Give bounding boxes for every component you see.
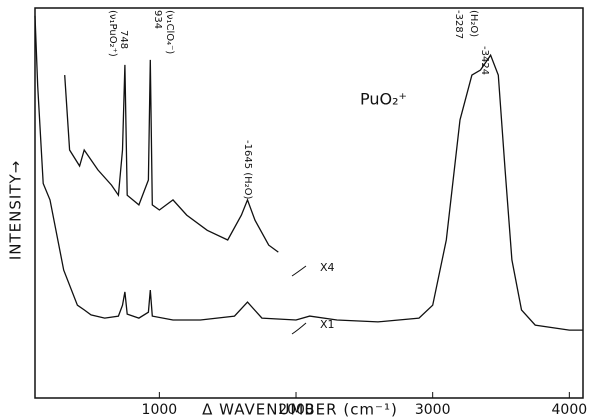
x-tick-label: 1000	[142, 402, 178, 417]
plot-frame	[34, 7, 584, 399]
annotation: -1645 (H₂O)	[242, 140, 253, 200]
y-axis-label: INTENSITY→	[7, 160, 25, 260]
spectrum-line	[34, 15, 583, 331]
annotation: 748	[118, 30, 129, 49]
x-axis-label: Δ WAVENUMBER (cm⁻¹)	[202, 401, 398, 417]
annotation: 934	[152, 10, 163, 29]
series-label: X4	[320, 261, 335, 274]
annotation: (ν₁ClO₄⁻)	[164, 10, 175, 54]
spectrum-line	[64, 59, 279, 253]
annotation: (H₂O)	[468, 10, 479, 37]
x-tick-label: 4000	[552, 402, 588, 417]
annotation: (ν₁PuO₂⁺)	[107, 10, 118, 57]
x-tick-label: 2000	[278, 402, 314, 417]
annotation: -3287	[453, 10, 464, 39]
series-label: X1	[320, 318, 335, 331]
chart-title: PuO₂⁺	[360, 90, 407, 109]
label-arrow	[291, 265, 307, 277]
label-arrow	[291, 322, 307, 335]
annotation: -3424	[479, 46, 490, 75]
x-tick-label: 3000	[415, 402, 451, 417]
